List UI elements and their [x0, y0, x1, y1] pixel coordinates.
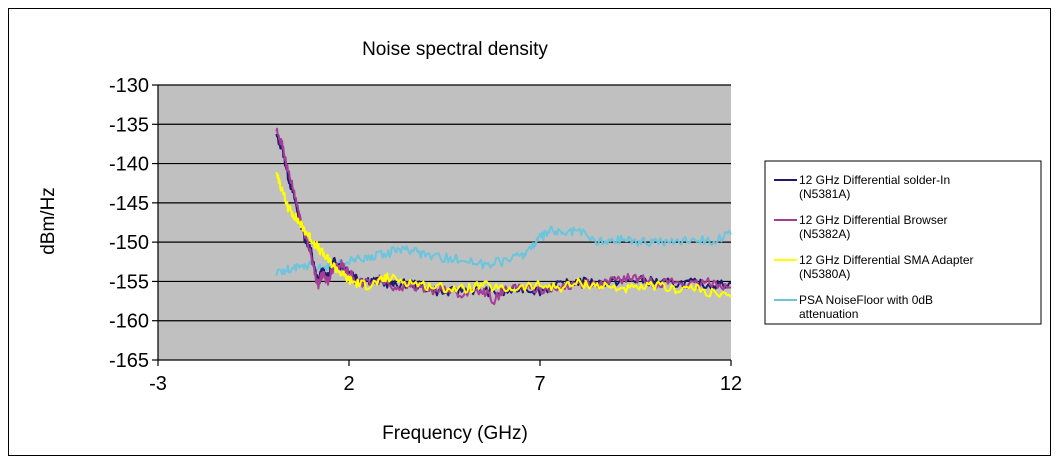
y-tick-label: -145 — [109, 193, 149, 215]
x-tick-label: 7 — [534, 373, 545, 395]
x-tick-label: 2 — [343, 373, 354, 395]
x-axis-label: Frequency (GHz) — [382, 423, 528, 444]
legend-label: 12 GHz Differential Browser (N5382A) — [799, 213, 948, 241]
x-tick-label: -3 — [149, 373, 167, 395]
y-tick-label: -130 — [109, 75, 149, 97]
legend-box — [764, 160, 1042, 325]
legend-label: 12 GHz Differential solder-In (N5381A) — [799, 173, 950, 201]
legend-label: PSA NoiseFloor with 0dB attenuation — [799, 293, 933, 321]
y-tick-label: -150 — [109, 232, 149, 254]
y-tick-label: -165 — [109, 350, 149, 372]
gridlines — [158, 84, 731, 322]
series-line-3 — [275, 171, 732, 298]
series-group — [275, 127, 732, 306]
series-line-2 — [275, 127, 732, 306]
y-tick-label: -155 — [109, 271, 149, 293]
plot-area — [158, 85, 731, 360]
ticks: -165 -160 -155 -150 -145 -140 -135 -130 -3 2 7 12 — [109, 75, 742, 395]
chart-title: Noise spectral density — [362, 39, 548, 60]
y-tick-label: -160 — [109, 311, 149, 333]
y-tick-label: -135 — [109, 114, 149, 136]
x-tick-label: 12 — [720, 373, 742, 395]
y-axis-label: dBm/Hz — [38, 187, 59, 255]
legend-label: 12 GHz Differential SMA Adapter (N5380A) — [799, 253, 974, 281]
y-tick-label: -140 — [109, 154, 149, 176]
noise-chart: Noise spectral density -165-160-155-150-… — [38, 39, 1042, 444]
chart-frame: Noise spectral density -165 -160 -155 -150-… — [8, 8, 1051, 456]
legend: 12 GHz Differential solder-In (N5381A) 12 … — [774, 173, 974, 321]
